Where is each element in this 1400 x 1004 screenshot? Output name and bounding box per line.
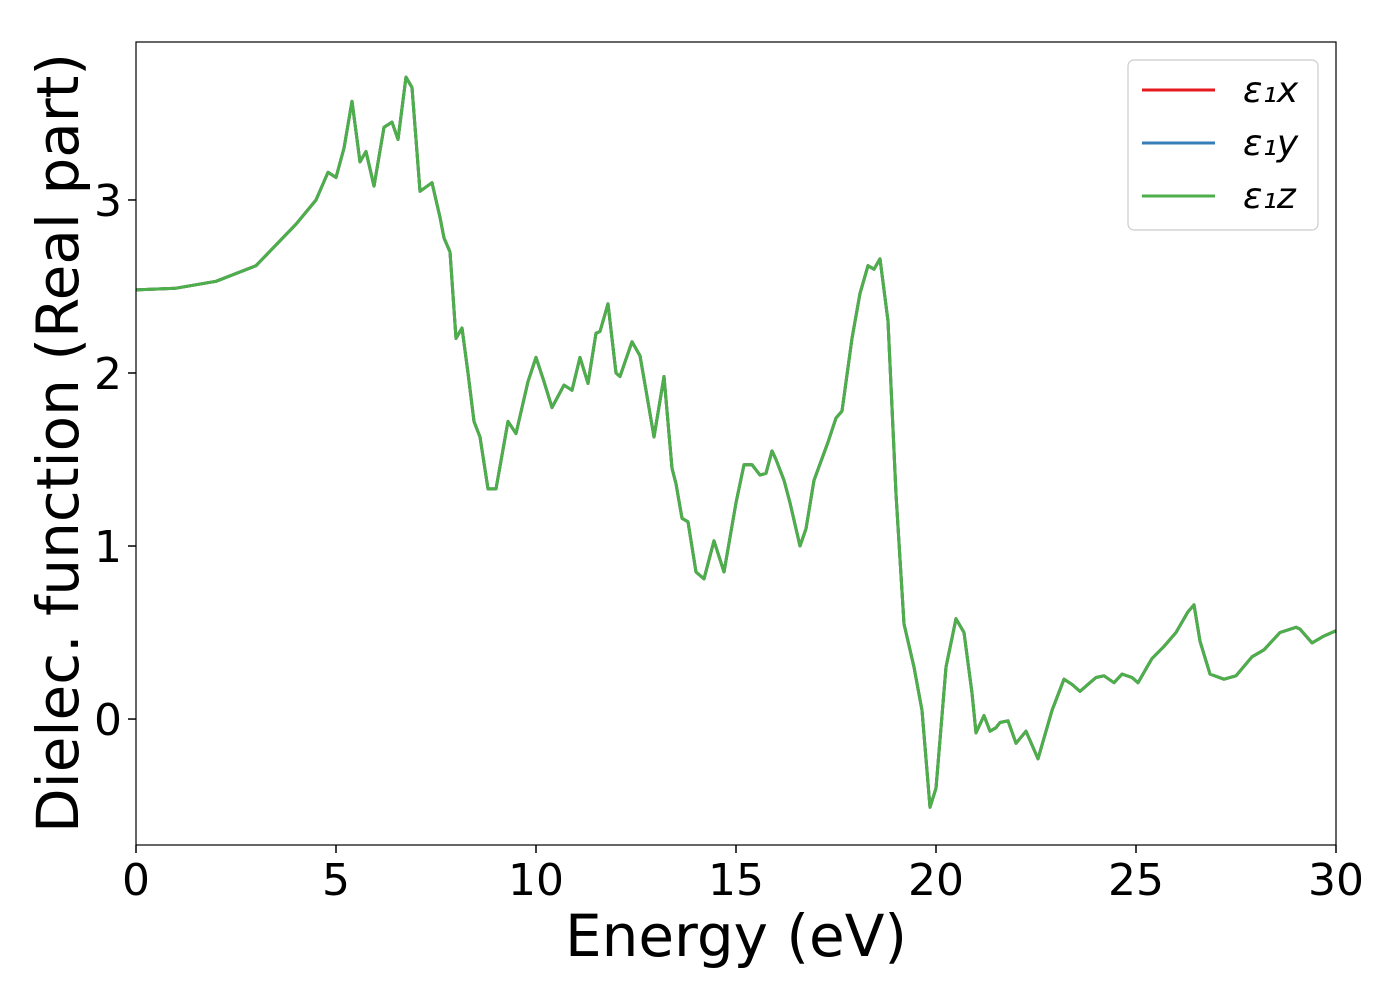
y-axis-label: Dielec. function (Real part) (24, 53, 92, 833)
y-tick-label: 3 (94, 176, 122, 227)
x-axis-label: Energy (eV) (565, 902, 907, 970)
plot-frame (135, 41, 1337, 846)
x-tick-label: 15 (708, 855, 764, 906)
y-tick-label: 2 (94, 349, 122, 400)
x-tick-label: 10 (508, 855, 564, 906)
legend-label: ε₁y (1243, 123, 1299, 164)
x-tick-label: 5 (322, 855, 350, 906)
x-tick-label: 30 (1308, 855, 1364, 906)
legend-label: ε₁z (1243, 176, 1297, 217)
y-tick-label: 1 (94, 522, 122, 573)
y-tick-label: 0 (94, 695, 122, 746)
x-tick-label: 20 (908, 855, 964, 906)
series-line (135, 75, 1337, 809)
x-tick-label: 25 (1108, 855, 1164, 906)
legend-box (1127, 59, 1319, 231)
x-tick-label: 0 (122, 855, 150, 906)
legend-label: ε₁x (1243, 70, 1299, 111)
